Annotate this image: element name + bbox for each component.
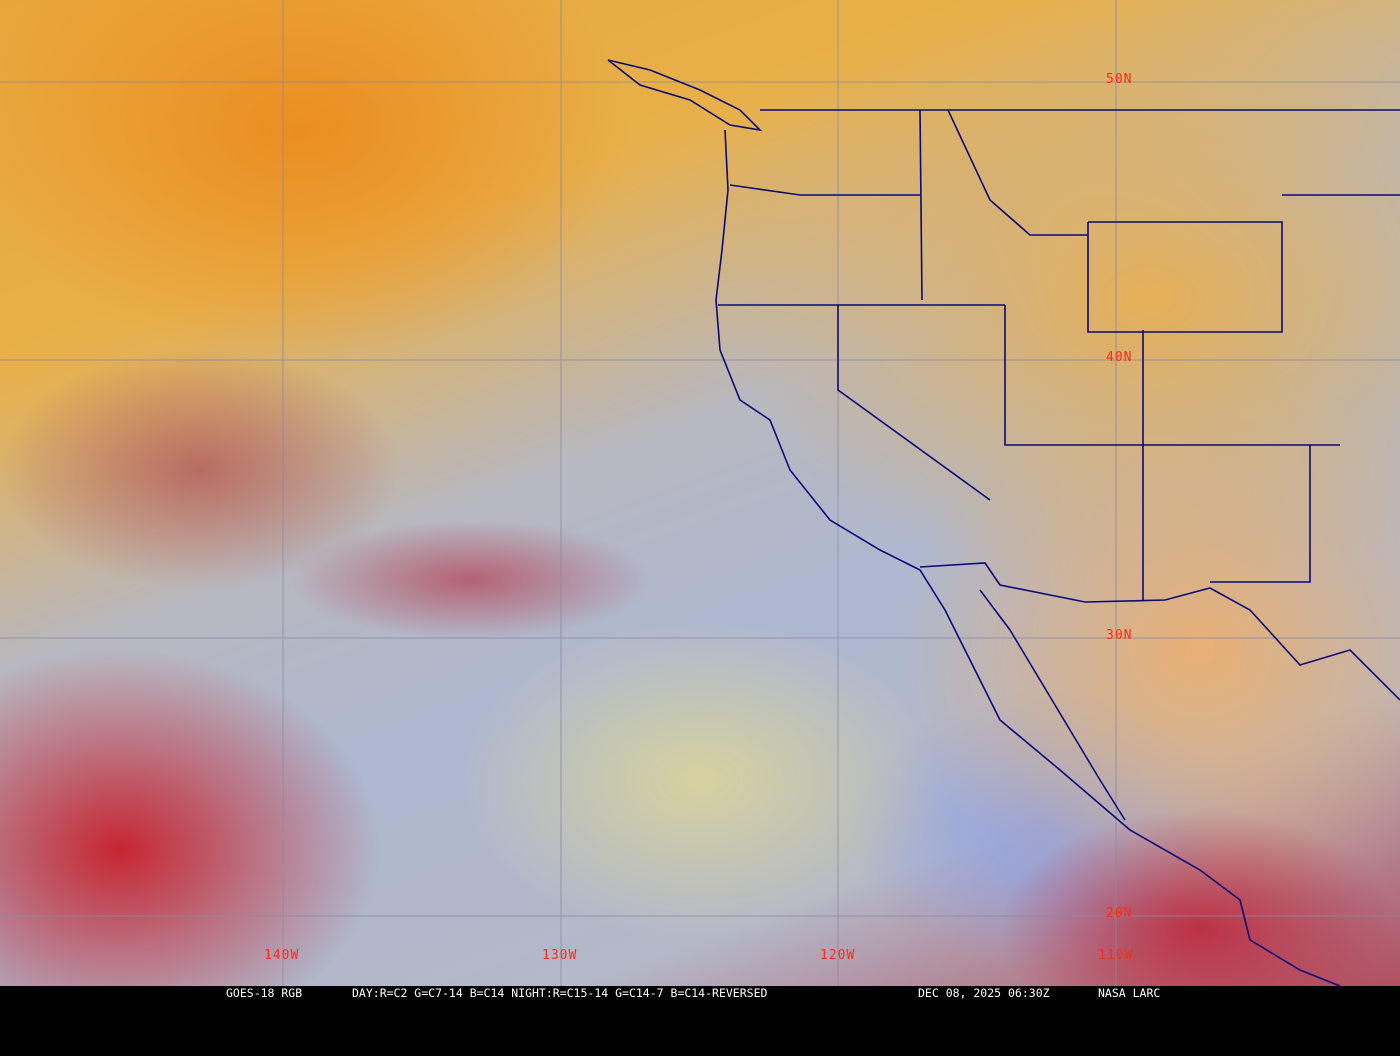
- lat-label-30n: 30N: [1106, 628, 1133, 643]
- lon-label-130w: 130W: [542, 948, 578, 963]
- caption-timestamp: DEC 08, 2025 06:30Z: [918, 986, 1050, 1000]
- satellite-image: 50N 40N 30N 20N 140W 130W 120W 110W: [0, 0, 1400, 986]
- map-overlay: [0, 0, 1400, 986]
- wyoming-box: [1087, 221, 1283, 333]
- vancouver-island: [607, 59, 763, 132]
- west-coast: [715, 129, 1341, 986]
- montana-border: [947, 109, 1088, 236]
- utah-arizona: [1004, 305, 1340, 446]
- lon-label-140w: 140W: [264, 948, 300, 963]
- caption-bar: GOES-18 RGB DAY:R=C2 G=C7-14 B=C14 NIGHT…: [0, 986, 1400, 1000]
- lat-label-50n: 50N: [1106, 72, 1133, 87]
- washington-oregon: [729, 184, 920, 196]
- lon-label-120w: 120W: [820, 948, 856, 963]
- nevada-border: [837, 305, 991, 501]
- caption-product: GOES-18 RGB: [226, 986, 303, 1000]
- caption-credit: NASA LARC: [1098, 986, 1161, 1000]
- coastlines-and-borders: [607, 59, 1400, 986]
- lon-label-110w: 110W: [1098, 948, 1134, 963]
- caption-recipe: DAY:R=C2 G=C7-14 B=C14 NIGHT:R=C15-14 G=…: [352, 986, 768, 1000]
- lat-lon-grid: [0, 0, 1400, 986]
- new-mexico: [1210, 445, 1311, 583]
- idaho-border: [919, 109, 923, 301]
- mexico-us-border: [919, 562, 1400, 701]
- lat-label-20n: 20N: [1106, 906, 1133, 921]
- baja-gulf-coast: [979, 589, 1126, 821]
- lat-label-40n: 40N: [1106, 350, 1133, 365]
